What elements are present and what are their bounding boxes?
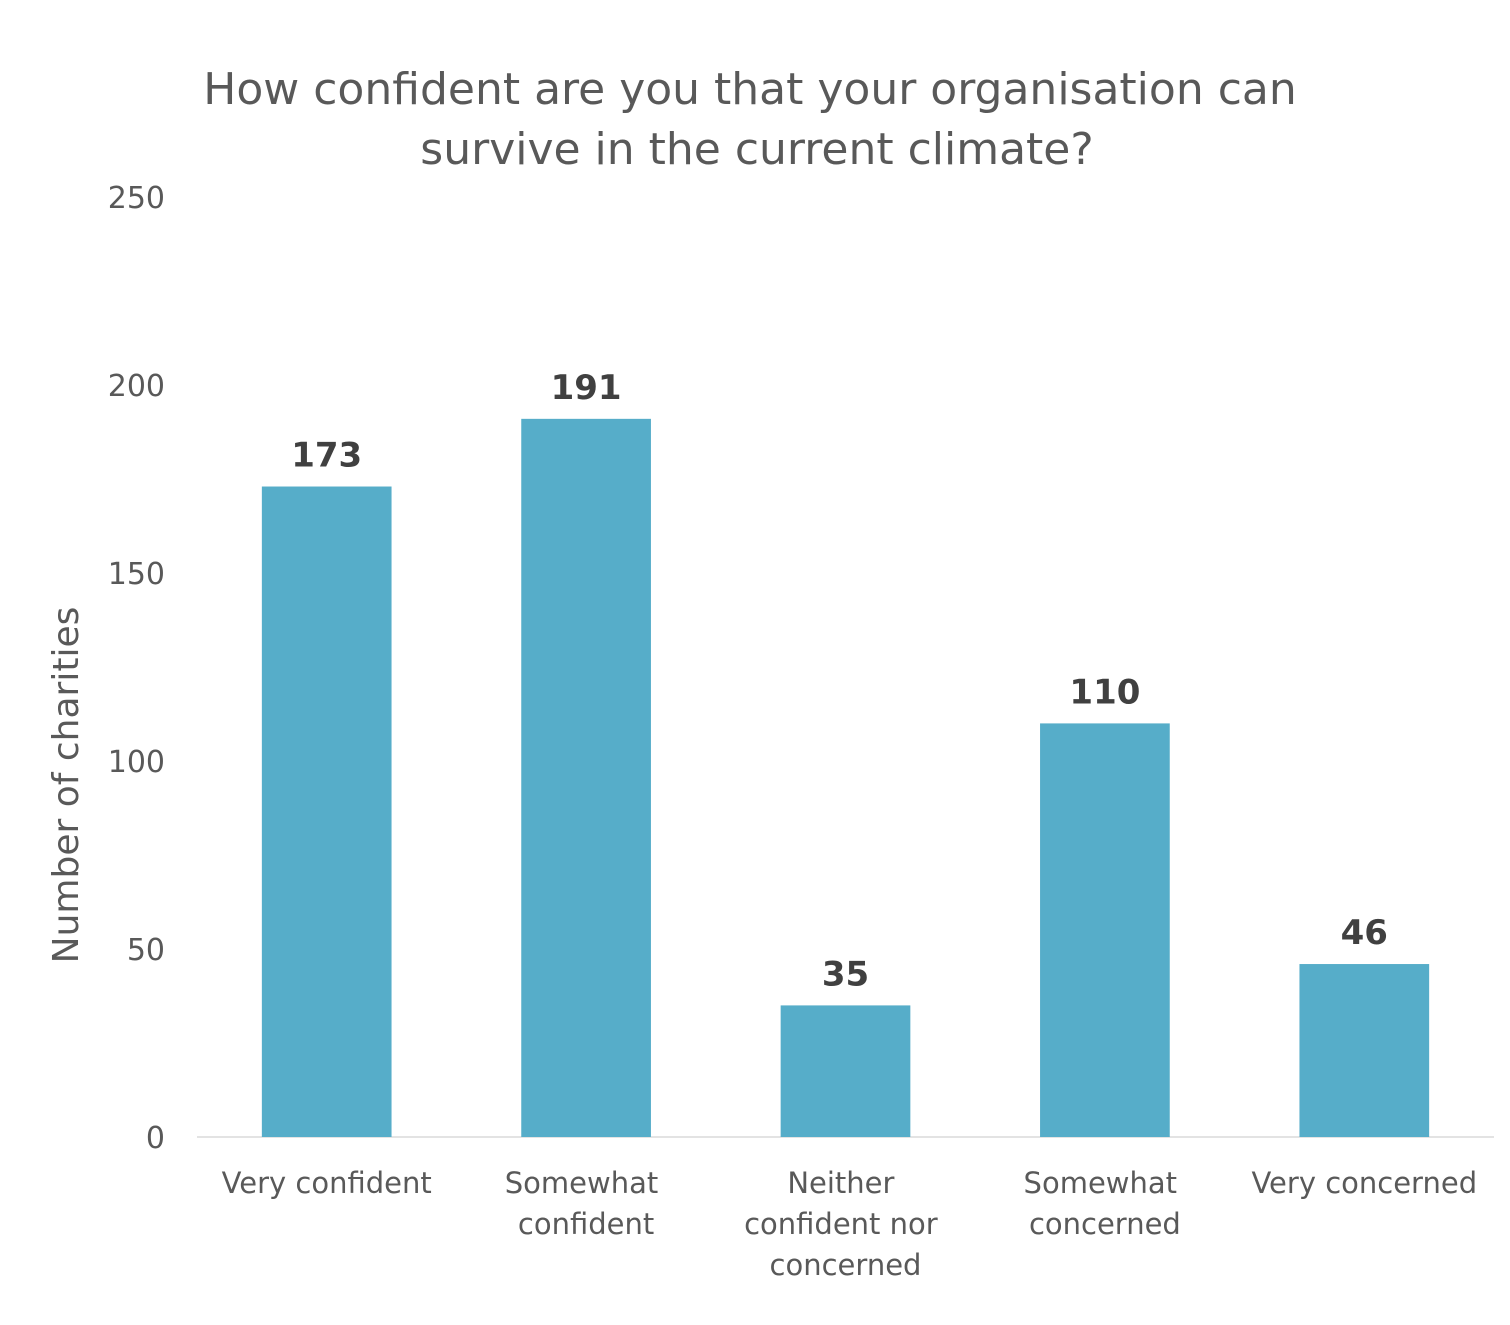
bar: [521, 418, 651, 1138]
y-tick-label: 200: [108, 369, 165, 404]
y-tick-label: 150: [108, 557, 165, 592]
x-tick-label: Neither confident nor concerned: [744, 1166, 947, 1282]
bar: [1299, 964, 1430, 1137]
bar: [780, 1005, 911, 1137]
y-tick-label: 50: [127, 933, 165, 968]
data-label: 35: [822, 954, 869, 994]
y-axis-label: Number of charities: [46, 607, 87, 964]
data-label: 110: [1069, 672, 1140, 712]
data-label: 191: [551, 368, 622, 408]
y-tick-label: 100: [108, 745, 165, 780]
data-label: 46: [1341, 913, 1388, 953]
x-tick-label: Very confident: [222, 1166, 432, 1200]
data-label: 173: [291, 436, 362, 476]
y-tick-label: 250: [108, 181, 165, 216]
x-tick-label: Very concerned: [1251, 1166, 1477, 1200]
x-tick-label: Somewhat concerned: [1024, 1166, 1187, 1241]
chart-title: How confident are you that your organisa…: [203, 64, 1310, 175]
bar: [261, 486, 392, 1137]
bar: [1040, 723, 1170, 1137]
y-tick-label: 0: [146, 1121, 165, 1156]
x-tick-label: Somewhat confident: [505, 1166, 668, 1241]
